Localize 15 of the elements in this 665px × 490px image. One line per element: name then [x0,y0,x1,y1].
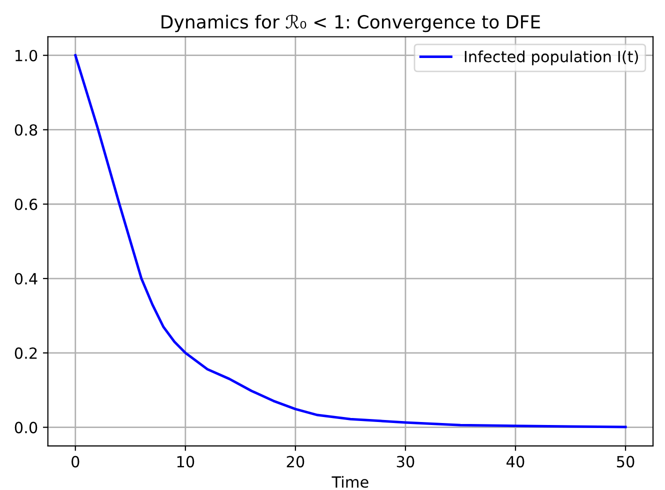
y-tick-label: 1.0 [16,50,38,62]
y-tick-label: 0.4 [14,272,38,285]
chart-title: Dynamics for ℛ₀ < 1: Convergence to DFE [162,14,540,32]
x-axis-title: Time [332,476,368,488]
x-tick-label: 30 [396,456,414,468]
legend-label: Infected population I(t) [464,50,638,66]
x-tick-label: 20 [286,456,304,468]
x-tick-label: 40 [506,456,524,468]
x-tick-label: 50 [616,456,634,468]
y-tick-label: 0.8 [14,124,38,136]
y-tick-label: 0.2 [14,347,37,359]
x-tick-label: 0 [72,456,80,468]
y-tick-label: 0.0 [14,422,38,434]
y-tick-label: 0.6 [14,198,38,210]
x-tick-label: 10 [177,456,194,468]
